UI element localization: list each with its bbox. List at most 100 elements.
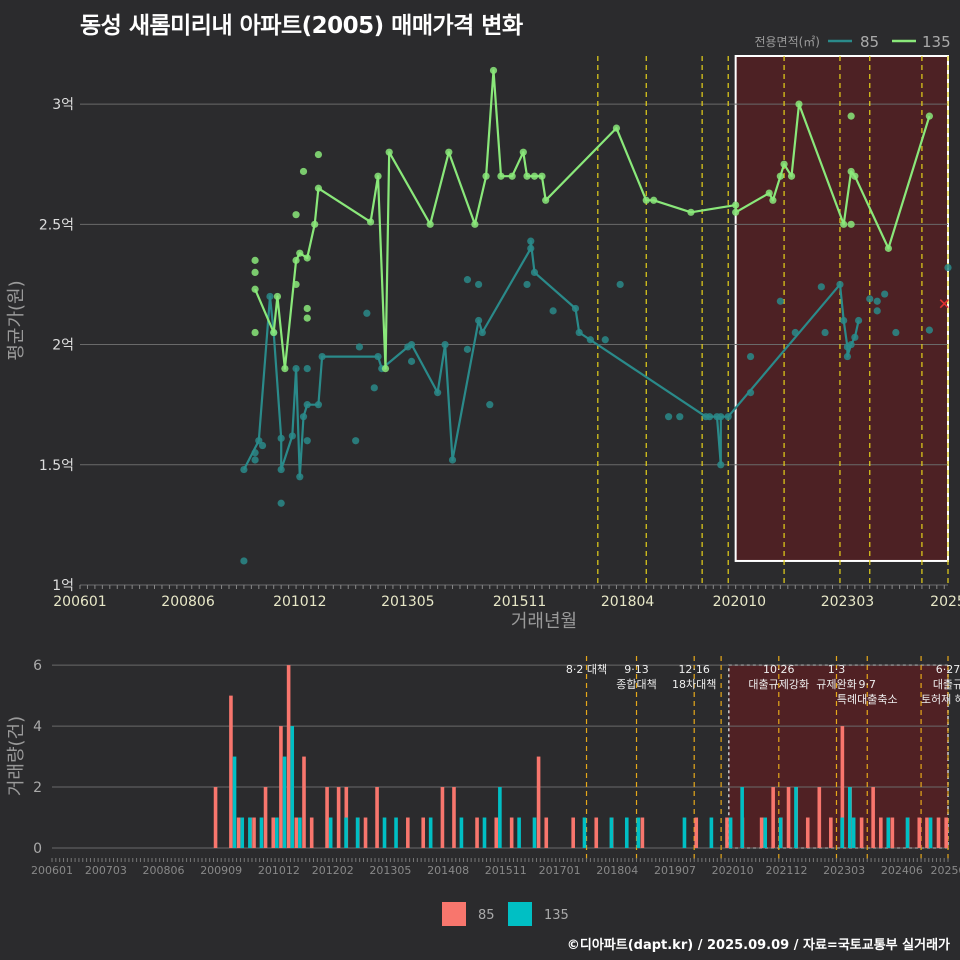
data-point-85 (441, 340, 449, 349)
data-point-135 (482, 172, 490, 180)
bar-85 (640, 817, 645, 848)
series-line-85 (242, 240, 860, 478)
bar-85 (236, 817, 241, 848)
bar-135 (344, 817, 348, 848)
policy-annotation: 9·7 (858, 678, 876, 691)
data-point-85 (296, 473, 304, 481)
bar-135 (709, 817, 714, 848)
data-point-135 (270, 328, 278, 337)
data-point-85 (705, 413, 714, 421)
bar-135 (840, 817, 844, 848)
bar-85 (771, 787, 775, 848)
bar-135 (740, 787, 744, 848)
data-point-135 (251, 256, 259, 264)
bar-y-axis-title: 거래량(건) (6, 716, 27, 796)
data-point-135 (497, 172, 505, 180)
bar-135 (582, 817, 587, 848)
bar-85 (725, 817, 729, 848)
bar-85 (571, 817, 575, 848)
bar-85 (302, 756, 306, 848)
legend-swatch-85 (442, 902, 466, 926)
bar-85 (890, 817, 895, 848)
data-point-85 (355, 343, 363, 351)
bar-x-tick-label: 201804 (596, 864, 638, 877)
bar-135 (275, 817, 279, 848)
data-point-85 (303, 401, 311, 409)
data-point-135 (612, 124, 621, 132)
data-point-85 (724, 413, 732, 421)
data-point-135 (780, 160, 788, 168)
data-point-85 (851, 333, 859, 341)
bar-85 (917, 817, 922, 848)
data-point-85 (840, 316, 848, 325)
data-point-135 (445, 148, 453, 156)
data-point-135 (303, 314, 311, 322)
data-point-135 (299, 167, 308, 176)
bar-x-tick-label: 201511 (485, 864, 527, 877)
data-point-85 (549, 307, 557, 315)
y-tick-label: 1.5억 (39, 458, 74, 474)
data-point-135 (314, 184, 323, 192)
data-point-85 (486, 401, 494, 409)
legend-label-135: 135 (922, 33, 951, 51)
data-point-135 (523, 172, 531, 180)
policy-annotation: 6·27 (936, 663, 960, 676)
data-point-135 (538, 172, 546, 180)
bar-85 (694, 817, 699, 848)
footer-credit: ©디아파트(dapt.kr) / 2025.09.09 / 자료=국토교통부 실… (566, 938, 950, 953)
bar-85 (871, 787, 875, 848)
data-point-85 (370, 384, 378, 392)
data-point-135 (847, 220, 855, 228)
bar-85 (286, 665, 291, 848)
data-point-85 (776, 297, 784, 305)
bar-85 (840, 726, 845, 848)
data-point-85 (571, 304, 580, 313)
data-point-85 (251, 449, 259, 457)
bar-x-tick-label: 201408 (427, 864, 469, 877)
data-point-85 (530, 268, 539, 277)
bar-85 (944, 817, 948, 848)
bar-85 (252, 817, 256, 848)
policy-annotation: 토허제 해제 (921, 692, 960, 706)
data-point-85 (475, 280, 483, 289)
data-point-135 (642, 196, 650, 204)
bar-135 (848, 787, 852, 848)
data-point-85 (251, 456, 259, 464)
data-point-135 (314, 150, 323, 159)
data-point-135 (381, 364, 390, 373)
data-point-85 (303, 364, 311, 373)
data-point-85 (299, 413, 308, 421)
bar-x-tick-label: 200601 (31, 864, 73, 877)
data-point-85 (318, 352, 326, 361)
bar-x-tick-label: 201012 (258, 864, 300, 877)
bar-85 (452, 787, 456, 848)
data-point-135 (385, 148, 393, 156)
data-point-135 (840, 220, 848, 228)
data-point-135 (273, 292, 282, 301)
cross-marker (939, 299, 949, 309)
data-point-85 (836, 280, 844, 289)
data-point-85 (463, 345, 472, 353)
data-point-85 (266, 292, 274, 301)
bar-135 (328, 817, 333, 848)
policy-annotation: 특례대출축소 (837, 693, 898, 706)
data-point-85 (925, 326, 933, 334)
data-point-135 (650, 196, 658, 204)
bar-85 (509, 817, 514, 848)
data-point-135 (732, 208, 740, 216)
policy-annotation: 8·2 대책 (566, 663, 607, 676)
data-point-85 (478, 328, 486, 337)
bar-135 (290, 726, 295, 848)
y-tick-label: 1억 (52, 578, 74, 594)
x-tick-label: 200806 (161, 594, 215, 610)
bar-85 (475, 817, 479, 848)
bar-85 (421, 817, 426, 848)
bar-x-tick-label: 200806 (143, 864, 185, 877)
bar-85 (294, 817, 299, 848)
data-point-85 (717, 413, 725, 421)
data-point-135 (795, 100, 803, 108)
bar-85 (536, 756, 541, 848)
bar-x-tick-label: 201907 (654, 864, 696, 877)
x-tick-label: 202010 (713, 594, 766, 610)
data-point-85 (352, 437, 360, 445)
